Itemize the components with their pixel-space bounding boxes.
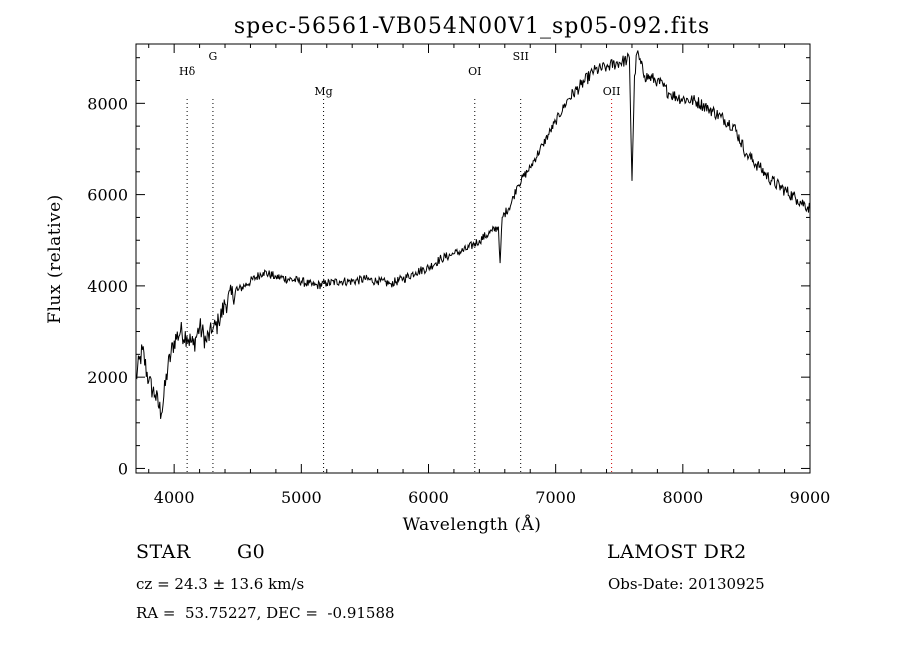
x-tick-label: 7000 xyxy=(535,488,576,507)
redshift-velocity: cz = 24.3 ± 13.6 km/s xyxy=(136,575,305,593)
line-marker-label: G xyxy=(209,50,218,63)
x-tick-label: 6000 xyxy=(408,488,449,507)
object-subclass: G0 xyxy=(237,541,266,563)
object-class: STAR xyxy=(136,541,191,563)
x-axis-label: Wavelength (Å) xyxy=(403,514,542,535)
line-marker-label: OI xyxy=(468,65,481,78)
chart-title: spec-56561-VB054N00V1_sp05-092.fits xyxy=(234,14,710,39)
line-marker-label: Mg xyxy=(314,85,332,98)
y-axis-label: Flux (relative) xyxy=(45,194,65,324)
line-marker-label: SII xyxy=(513,50,529,63)
y-tick-label: 6000 xyxy=(87,186,128,205)
line-marker-label: Hδ xyxy=(179,65,196,78)
line-marker-label: OII xyxy=(603,85,621,98)
y-tick-label: 8000 xyxy=(87,94,128,113)
y-tick-label: 2000 xyxy=(87,368,128,387)
y-tick-label: 0 xyxy=(118,459,128,478)
observation-date: Obs-Date: 20130925 xyxy=(608,575,765,593)
survey-name: LAMOST DR2 xyxy=(607,541,747,563)
line-markers: Hδ G Mg OI SII OII xyxy=(179,50,620,473)
x-tick-label: 5000 xyxy=(281,488,322,507)
x-tick-label: 8000 xyxy=(662,488,703,507)
y-tick-label: 4000 xyxy=(87,277,128,296)
sky-coordinates: RA = 53.75227, DEC = -0.91588 xyxy=(136,604,395,622)
spectrum-line xyxy=(135,50,811,419)
x-tick-label: 9000 xyxy=(790,488,831,507)
plot-frame xyxy=(135,43,811,474)
x-tick-label: 4000 xyxy=(154,488,195,507)
axis-ticks: 4000 5000 6000 7000 8000 9000 0 2000 4000 6000 800… xyxy=(87,44,830,507)
